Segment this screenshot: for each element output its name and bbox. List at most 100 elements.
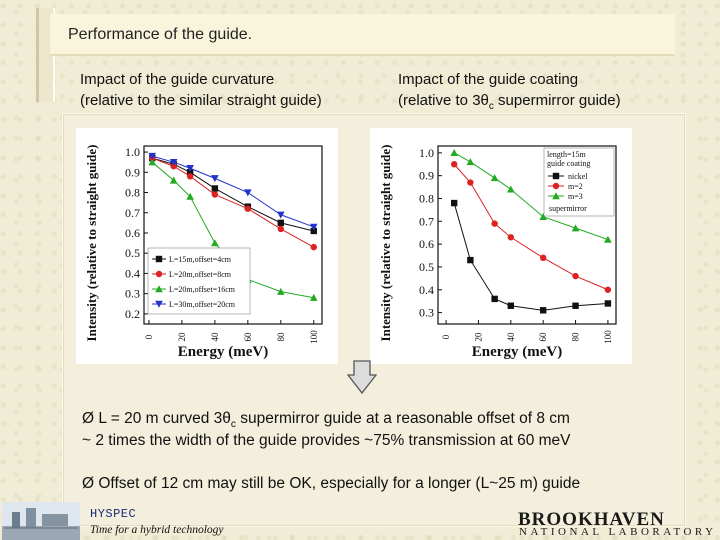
y-tick-label: 0.9 <box>419 169 434 183</box>
chart-coating: 0 20 40 60 80 100 0.3 0.4 0.5 0.6 0.7 0.8 0.9 1.0 Inte… <box>378 145 617 360</box>
right-caption-line1: Impact of the guide coating <box>398 71 579 88</box>
data-point <box>466 158 475 166</box>
footer-project-name: HYSPEC <box>90 507 137 521</box>
data-point <box>507 185 515 193</box>
bullet-1-line2: ~ 2 times the width of the guide provide… <box>82 432 571 449</box>
x-tick-label: 40 <box>506 332 516 342</box>
data-point <box>186 173 194 180</box>
data-point <box>211 239 219 247</box>
x-tick-label: 80 <box>571 332 581 342</box>
data-point <box>244 205 252 212</box>
bullet-1-line1: Ø L = 20 m curved 3θc supermirror guide … <box>82 408 570 435</box>
legend-label: L=20m,offset=8cm <box>169 270 232 279</box>
data-point <box>467 179 474 186</box>
x-tick-label: 100 <box>309 330 319 344</box>
x-tick-label: 20 <box>473 332 483 342</box>
legend-label: L=15m,offset=4cm <box>169 255 232 264</box>
bullet-1-text-a: Ø L = 20 m curved 3θ <box>82 410 231 427</box>
x-tick-label: 40 <box>210 332 220 342</box>
data-point <box>572 272 579 280</box>
legend-box <box>543 147 615 217</box>
data-point <box>467 256 474 264</box>
y-axis-label: Intensity (relative to straight guide) <box>84 145 99 342</box>
data-point <box>490 174 499 182</box>
data-point <box>450 199 458 207</box>
y-tick-label: 1.0 <box>419 146 434 160</box>
series-m=3 <box>450 149 612 243</box>
y-tick-label: 0.5 <box>125 246 140 260</box>
footer-tagline: Time for a hybrid technology <box>90 524 224 536</box>
legend-title: length=15m <box>547 150 587 159</box>
y-tick-label: 0.3 <box>419 306 434 320</box>
brookhaven-logo: BROOKHAVEN <box>518 509 665 530</box>
x-axis-label: Energy (meV) <box>472 344 562 360</box>
series-L=20m,offset=8cm <box>149 154 317 251</box>
data-point <box>277 219 284 227</box>
data-point <box>310 227 317 235</box>
data-point <box>186 169 194 176</box>
series-L=30m,offset=20cm <box>148 152 318 231</box>
legend-footer: supermirror <box>549 204 587 213</box>
x-tick-label: 0 <box>441 334 451 339</box>
y-axis-label: Intensity (relative to straight guide) <box>378 145 393 342</box>
data-point <box>170 163 177 170</box>
legend-marker <box>155 270 163 278</box>
data-point <box>211 191 219 198</box>
legend-label: m=3 <box>568 192 583 201</box>
y-tick-label: 0.8 <box>419 191 434 205</box>
beamline-thumbnail-image <box>2 502 80 540</box>
data-point <box>309 223 318 231</box>
legend-label: L=20m,offset=16cm <box>169 285 236 294</box>
data-point <box>211 175 219 183</box>
national-laboratory-logo: NATIONAL LABORATORY <box>519 526 717 538</box>
legend-marker <box>552 192 560 200</box>
plot-frame <box>143 145 323 325</box>
data-point <box>244 189 252 197</box>
legend-marker <box>552 182 560 190</box>
data-point <box>169 158 178 166</box>
data-point <box>491 295 498 303</box>
data-point <box>507 234 515 241</box>
data-point <box>186 165 194 173</box>
legend-label: m=2 <box>568 182 583 191</box>
y-tick-label: 0.7 <box>125 206 140 220</box>
y-tick-label: 0.8 <box>125 186 140 200</box>
x-tick-label: 0 <box>144 334 154 339</box>
right-caption-subscript: c <box>488 101 494 112</box>
series-line <box>453 202 608 311</box>
legend-label: L=30m,offset=20cm <box>169 300 236 309</box>
legend-marker <box>155 255 163 263</box>
y-tick-label: 0.5 <box>419 260 434 274</box>
right-caption-line2: (relative to 3θc supermirror guide) <box>398 91 621 116</box>
right-caption-text-a: (relative to 3θ <box>398 92 489 109</box>
legend-marker <box>155 300 163 308</box>
plot-frame <box>437 145 617 325</box>
data-point <box>148 158 157 166</box>
y-tick-label: 0.3 <box>125 287 140 301</box>
bullet-1-subscript: c <box>230 419 236 431</box>
data-point <box>169 176 178 184</box>
data-point <box>148 152 157 160</box>
chart-left-container: 0 20 40 60 80 100 0.2 0.3 0.4 0.5 0.6 0.7 0.8 0.9 1.0 I… <box>76 128 338 364</box>
y-tick-label: 0.6 <box>125 226 140 240</box>
y-tick-label: 0.4 <box>125 266 140 280</box>
data-point <box>211 185 219 192</box>
slide-title: Performance of the guide. <box>68 26 253 43</box>
x-tick-label: 60 <box>538 332 548 342</box>
data-point <box>604 235 612 243</box>
legend-marker <box>155 285 163 293</box>
data-point <box>186 192 194 200</box>
data-point <box>571 224 580 232</box>
left-caption-line2: (relative to the similar straight guide) <box>80 92 322 109</box>
down-arrow-icon <box>347 360 377 394</box>
y-tick-label: 0.7 <box>419 214 434 228</box>
legend-label: nickel <box>568 172 588 181</box>
chart-curvature: 0 20 40 60 80 100 0.2 0.3 0.4 0.5 0.6 0.7 0.8 0.9 1.0 I… <box>84 145 323 360</box>
data-point <box>539 212 547 220</box>
series-nickel <box>450 199 612 314</box>
data-point <box>310 243 317 251</box>
bullet-2: Ø Offset of 12 cm may still be OK, espec… <box>82 475 581 492</box>
y-tick-label: 0.2 <box>125 307 140 321</box>
x-tick-label: 80 <box>276 332 286 342</box>
right-caption-text-b: supermirror guide) <box>493 92 621 109</box>
